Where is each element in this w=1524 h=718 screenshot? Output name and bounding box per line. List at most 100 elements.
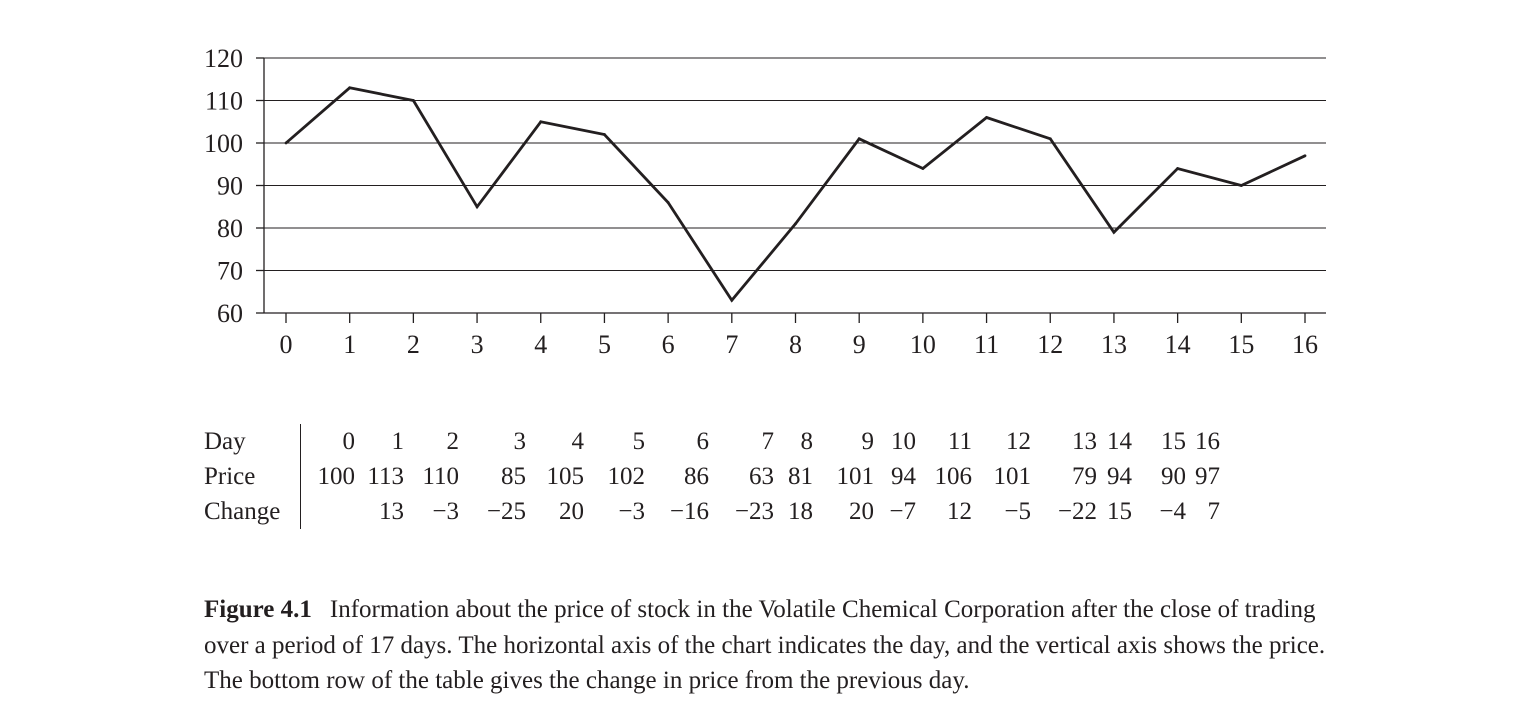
table-cell: 20	[849, 498, 874, 525]
row-label: Day	[196, 424, 301, 459]
x-tick-label: 13	[1101, 330, 1127, 359]
table-cell: 110	[422, 463, 459, 490]
price-point	[475, 205, 479, 209]
table-cell: 81	[788, 463, 813, 490]
x-tick-label: 10	[910, 330, 936, 359]
table-cell: −3	[432, 498, 459, 525]
table-cell: 79	[1072, 463, 1097, 490]
x-tick-label: 5	[598, 330, 611, 359]
table-cell: 105	[546, 463, 585, 490]
row-label: Price	[196, 459, 301, 494]
table-cell: 5	[632, 428, 646, 455]
table-cell: 102	[607, 463, 646, 490]
table-cell: 85	[501, 463, 526, 490]
table-cell: 90	[1161, 463, 1186, 490]
table-cell: 7	[761, 428, 775, 455]
price-point	[1239, 184, 1243, 187]
table-cell: 86	[684, 463, 709, 490]
table-cell: 101	[993, 463, 1032, 490]
table-cell: −3	[618, 498, 645, 525]
price-point	[1048, 137, 1052, 141]
table-cell: 2	[446, 428, 460, 455]
table-cell: 94	[1107, 463, 1132, 490]
table-cell: 8	[800, 428, 814, 455]
table-cell: 97	[1195, 463, 1220, 490]
x-tick-label: 2	[407, 330, 420, 359]
y-tick-label: 60	[217, 299, 243, 328]
table-cell: −4	[1159, 498, 1186, 525]
table-cell: 6	[696, 428, 710, 455]
table-cell: −16	[669, 498, 709, 525]
price-point	[1176, 167, 1180, 170]
table-cell: 12	[1006, 428, 1031, 455]
table-cell: 15	[1161, 428, 1186, 455]
table-cell: 7	[1207, 498, 1221, 525]
table-cell: −25	[486, 498, 526, 525]
x-tick-label: 6	[662, 330, 675, 359]
x-tick-label: 8	[789, 330, 802, 359]
x-tick-label: 15	[1228, 330, 1254, 359]
x-tick-label: 1	[343, 330, 356, 359]
table-cell: −7	[889, 498, 916, 525]
table-cell: 15	[1107, 498, 1132, 525]
table-cell: 106	[934, 463, 973, 490]
table-row: Price 100 113 110 85 105 102 86 63 81 101 94 106 101 7…	[196, 459, 1220, 494]
row-label: Change	[196, 494, 301, 529]
table-cell: 0	[342, 428, 356, 455]
price-series-line	[285, 86, 1306, 303]
y-tick-label: 100	[204, 129, 243, 158]
table-row: Day 0 1 2 3 4 5 6 7 8 9 10 11 12 13 14 15 16	[196, 424, 1220, 459]
table-cell: 1	[391, 428, 405, 455]
table-cell: 94	[891, 463, 916, 490]
price-point	[794, 222, 797, 226]
table-cell: 113	[367, 463, 404, 490]
price-point	[666, 201, 670, 204]
table-cell: 13	[1072, 428, 1097, 455]
y-tick-label: 80	[217, 214, 243, 243]
table-cell: 14	[1107, 428, 1132, 455]
x-tick-label: 3	[471, 330, 484, 359]
price-point	[730, 298, 734, 302]
price-point	[921, 167, 925, 170]
caption-text: Information about the price of stock in …	[204, 596, 1326, 694]
table-cell: 20	[559, 498, 584, 525]
x-tick-label: 7	[725, 330, 738, 359]
price-point	[603, 133, 606, 136]
figure-label: Figure 4.1	[204, 596, 312, 623]
y-tick-label: 70	[217, 257, 243, 286]
price-point	[284, 141, 288, 145]
table-cell: 13	[379, 498, 404, 525]
table-cell: 101	[836, 463, 875, 490]
price-point	[1112, 230, 1116, 234]
table-cell: 12	[947, 498, 972, 525]
price-point	[1303, 154, 1307, 158]
table-cell: 18	[788, 498, 813, 525]
x-tick-label: 14	[1165, 330, 1191, 359]
price-point	[857, 137, 861, 141]
x-tick-label: 16	[1292, 330, 1318, 359]
table-cell: 16	[1195, 428, 1220, 455]
table-cell: −22	[1057, 498, 1097, 525]
x-tick-label: 12	[1037, 330, 1063, 359]
y-tick-label: 120	[204, 44, 243, 73]
y-tick-label: 110	[205, 87, 243, 116]
table-cell: 3	[513, 428, 527, 455]
x-tick-label: 0	[280, 330, 293, 359]
table-cell: 11	[947, 428, 972, 455]
figure-caption: Figure 4.1 Information about the price of…	[204, 592, 1344, 699]
table-cell: 4	[571, 428, 585, 455]
table-row: Change 13 −3 −25 20 −3 −16 −23 18 20 −7 12 −5 −22 15 −4…	[196, 494, 1220, 529]
table-cell: −5	[1004, 498, 1031, 525]
table-cell: 9	[861, 428, 875, 455]
x-tick-label: 4	[534, 330, 547, 359]
x-tick-label: 11	[974, 330, 999, 359]
table-cell: 100	[317, 463, 356, 490]
price-point	[411, 99, 415, 102]
price-table: Day 0 1 2 3 4 5 6 7 8 9 10 11 12 13 14 15 16 Price 100 113 11…	[196, 424, 1220, 529]
table-cell: 63	[749, 463, 774, 490]
table-cell: −23	[734, 498, 774, 525]
price-point	[539, 120, 543, 124]
table-cell	[301, 494, 356, 529]
x-tick-label: 9	[853, 330, 866, 359]
